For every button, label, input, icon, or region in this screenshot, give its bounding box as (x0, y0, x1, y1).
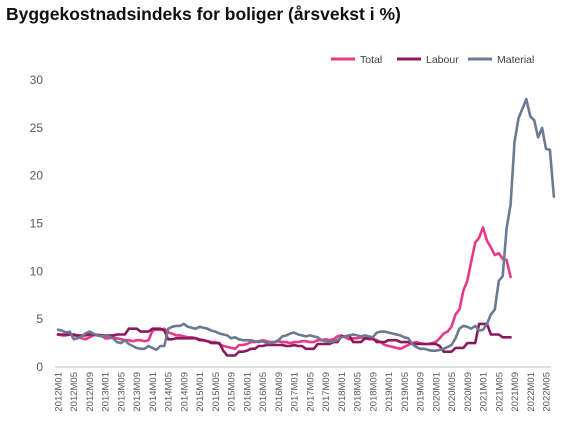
x-tick-label: 2017M01 (290, 372, 301, 412)
x-tick-label: 2015M01 (195, 372, 206, 412)
x-tick-label: 2018M01 (337, 372, 348, 412)
x-tick-label: 2012M09 (85, 372, 96, 412)
x-tick-label: 2017M09 (321, 372, 332, 412)
x-tick-label: 2019M01 (384, 372, 395, 412)
chart-title: Byggekostnadsindeks for boliger (årsveks… (6, 4, 401, 24)
x-tick-label: 2018M09 (368, 372, 379, 412)
legend: Total Labour Material (331, 54, 534, 66)
y-tick-label: 0 (36, 360, 43, 374)
y-tick-label: 20 (30, 169, 44, 183)
y-tick-label: 30 (30, 73, 44, 87)
x-tick-label: 2021M09 (510, 372, 521, 412)
x-tick-label: 2019M09 (416, 372, 427, 412)
x-tick-label: 2013M01 (101, 372, 112, 412)
x-tick-label: 2013M05 (116, 372, 127, 412)
x-tick-label: 2016M05 (258, 372, 269, 412)
x-tick-label: 2015M05 (211, 372, 222, 412)
x-tick-label: 2013M09 (132, 372, 143, 412)
x-tick-label: 2018M05 (353, 372, 364, 412)
legend-label-total: Total (360, 54, 382, 66)
legend-label-material: Material (497, 54, 534, 66)
x-tick-label: 2014M01 (148, 372, 159, 412)
x-tick-label: 2015M09 (227, 372, 238, 412)
x-tick-label: 2022M01 (526, 372, 537, 412)
y-tick-label: 25 (30, 121, 44, 135)
x-tick-label: 2012M05 (69, 372, 80, 412)
x-tick-label: 2017M05 (305, 372, 316, 412)
x-tick-label: 2022M05 (542, 372, 553, 412)
x-tick-label: 2014M09 (179, 372, 190, 412)
x-tick-label: 2020M05 (447, 372, 458, 412)
x-tick-label: 2014M05 (164, 372, 175, 412)
y-tick-label: 5 (36, 312, 43, 326)
series-layer (56, 97, 556, 357)
x-tick-label: 2019M05 (400, 372, 411, 412)
axes: 0 5 10 15 20 25 30 2012M01 2012M05 2012M09 2013M01… (30, 73, 553, 412)
series-line-total (56, 226, 512, 351)
y-tick-label: 10 (30, 264, 44, 278)
series-line-labour (56, 322, 512, 357)
series-line-material (56, 97, 556, 353)
x-tick-label: 2016M09 (274, 372, 285, 412)
x-tick-label: 2020M09 (463, 372, 474, 412)
x-tick-label: 2021M05 (494, 372, 505, 412)
x-tick-label: 2012M01 (54, 372, 65, 412)
legend-label-labour: Labour (426, 54, 459, 66)
x-tick-label: 2020M01 (431, 372, 442, 412)
y-tick-label: 15 (30, 217, 44, 231)
x-tick-label: 2021M01 (479, 372, 490, 412)
x-tick-label: 2016M01 (242, 372, 253, 412)
